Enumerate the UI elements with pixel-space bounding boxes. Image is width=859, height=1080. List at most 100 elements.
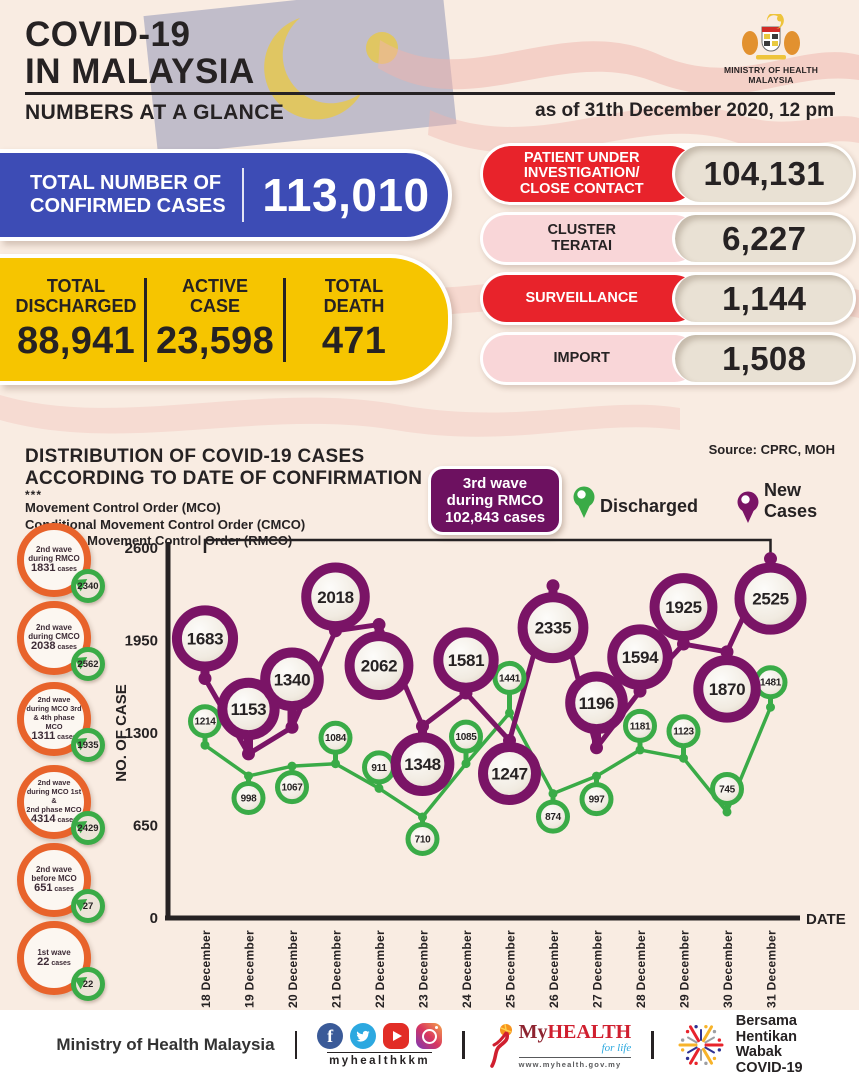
youtube-icon[interactable] [383, 1023, 410, 1049]
summary-card: TOTAL DISCHARGED 88,941 ACTIVE CASE 23,598 TOT… [0, 254, 452, 385]
social-icons-row: f [317, 1023, 443, 1049]
wave-annotation: 2nd wave during MCO 1st & 2nd phase MCO 431… [17, 765, 105, 845]
wave-annotation-line: before MCO [31, 874, 77, 883]
discharged-line [203, 706, 773, 819]
wave-annotation-line: 2nd wave [37, 695, 71, 704]
confirmed-cases-value: 113,010 [262, 169, 430, 221]
starburst-dot [694, 1061, 698, 1066]
discharged-point [766, 702, 775, 712]
starburst-ray [704, 1036, 715, 1044]
summary-cell-label-line1: TOTAL [46, 276, 106, 296]
camera-lens-icon [421, 1028, 437, 1044]
summary-cell-divider [283, 277, 286, 362]
wave-cases-value: 2038 [31, 640, 56, 652]
myhealth-wordmark-prefix: My [518, 1020, 548, 1043]
category-label: PATIENT UNDER INVESTIGATION/CLOSE CONTACT [483, 146, 699, 202]
starburst-dot [685, 1029, 689, 1034]
new-cases-marker [260, 647, 324, 712]
summary-cell-divider [144, 277, 147, 362]
legend-label: Discharged [600, 496, 699, 516]
myhealth-tagline: for life [601, 1041, 632, 1054]
new-cases-value: 1196 [579, 694, 615, 713]
discharged-value: 998 [241, 793, 258, 804]
discharged-value: 1181 [630, 721, 651, 732]
date-tick-label: 22 December [373, 930, 387, 1008]
new-cases-marker [171, 605, 239, 672]
discharged-marker [536, 799, 570, 834]
play-icon [392, 1031, 402, 1041]
starburst-dot [717, 1038, 721, 1042]
new-cases-marker [478, 742, 541, 806]
new-cases-point [198, 671, 212, 685]
page-title-line2: IN MALAYSIA [25, 52, 255, 91]
starburst-dot [712, 1056, 716, 1061]
date-tick-label: 21 December [330, 930, 344, 1008]
confirmed-cases-label: TOTAL NUMBER OF CONFIRMED CASES [0, 172, 242, 218]
new-cases-value: 2062 [361, 657, 398, 676]
new-cases-point [242, 747, 255, 761]
date-tick-label: 24 December [460, 930, 474, 1008]
starburst-dot [703, 1061, 708, 1066]
discharged-value: 1441 [499, 673, 521, 684]
wave-annotation-circle: 2nd wave during CMCO 2038 cases [17, 601, 91, 675]
new-cases-value: 1340 [274, 670, 311, 689]
instagram-icon[interactable] [416, 1023, 443, 1049]
new-cases-value: 1683 [187, 629, 224, 648]
legend-item: New Cases [736, 480, 859, 524]
category-value: 1,508 [672, 335, 853, 382]
discharged-marker [492, 660, 527, 695]
twitter-icon[interactable] [350, 1023, 377, 1049]
wave-annotation-badge: 2429 [71, 811, 105, 845]
new-cases-marker [565, 671, 628, 735]
new-cases-marker [649, 573, 718, 641]
new-cases-value: 1247 [491, 765, 528, 784]
wave-annotation-line: 1st wave [37, 947, 71, 957]
chart-section-title: DISTRIBUTION OF COVID-19 CASES ACCORDING… [25, 446, 422, 490]
y-tick-label: 650 [133, 818, 158, 835]
discharged-marker [579, 782, 614, 817]
new-cases-point [590, 741, 603, 755]
date-tick-label: 19 December [243, 930, 257, 1008]
starburst-ray [701, 1025, 713, 1043]
discharged-value: 997 [589, 795, 606, 806]
category-label-line: PATIENT UNDER [523, 149, 640, 166]
new-cases-marker [344, 631, 414, 700]
category-row: CLUSTER TERATAI 6,227 [480, 212, 856, 265]
discharged-point [722, 807, 732, 817]
y-axis-title: NO. OF CASE [113, 684, 130, 782]
summary-cell-value: 23,598 [155, 320, 275, 362]
category-label-line: CLOSE CONTACT [519, 180, 644, 197]
discharged-value: 1123 [673, 727, 694, 738]
category-value: 104,131 [672, 146, 853, 202]
mco-line-1: Movement Control Order (MCO) [25, 500, 221, 515]
mco-line-2: Conditional Movement Control Order (CMCO… [25, 516, 306, 532]
cases-chart: 0 650 1300 1950 2600 NO. OF CASE DATE 18 Decemb… [113, 538, 846, 1008]
third-wave-badge-line2: during RMCO [446, 492, 544, 509]
discharged-value: 911 [371, 763, 387, 774]
date-tick-label: 30 December [721, 930, 735, 1008]
discharged-point [200, 740, 210, 750]
facebook-icon[interactable]: f [317, 1023, 344, 1049]
wave-annotation-line: during MCO 1st & [26, 787, 82, 805]
category-label-line: INVESTIGATION/ [523, 165, 640, 182]
new-cases-point [285, 720, 299, 734]
mco-line-3: Recovery Movement Control Order (RMCO) [25, 533, 293, 548]
new-cases-marker [517, 592, 589, 664]
date-tick-label: 27 December [591, 930, 605, 1008]
y-tick-label: 0 [150, 910, 158, 927]
wave-cases-value: 4314 [31, 813, 56, 825]
footer: Ministry of Health Malaysia f myhealthkk… [0, 1010, 859, 1080]
wave-annotation-badge: 2340 [71, 569, 105, 603]
page-title-line1: COVID-19 [25, 15, 191, 54]
summary-cell-label: ACTIVE CASE [147, 276, 283, 316]
discharged-point [244, 771, 253, 781]
summary-cell-label-line2: DEATH [323, 296, 385, 316]
new-cases-marker [390, 732, 455, 797]
wave-annotation: 1st wave 22 cases 22 [17, 921, 105, 1001]
ministry-label-line1: MINISTRY OF HEALTH [723, 65, 819, 75]
myhealth-url[interactable]: www.myhealth.gov.my [518, 1056, 632, 1069]
summary-cell-label-line2: CASE [189, 296, 240, 316]
third-wave-badge-line1: 3rd wave [462, 475, 528, 492]
footer-divider [294, 1031, 298, 1059]
